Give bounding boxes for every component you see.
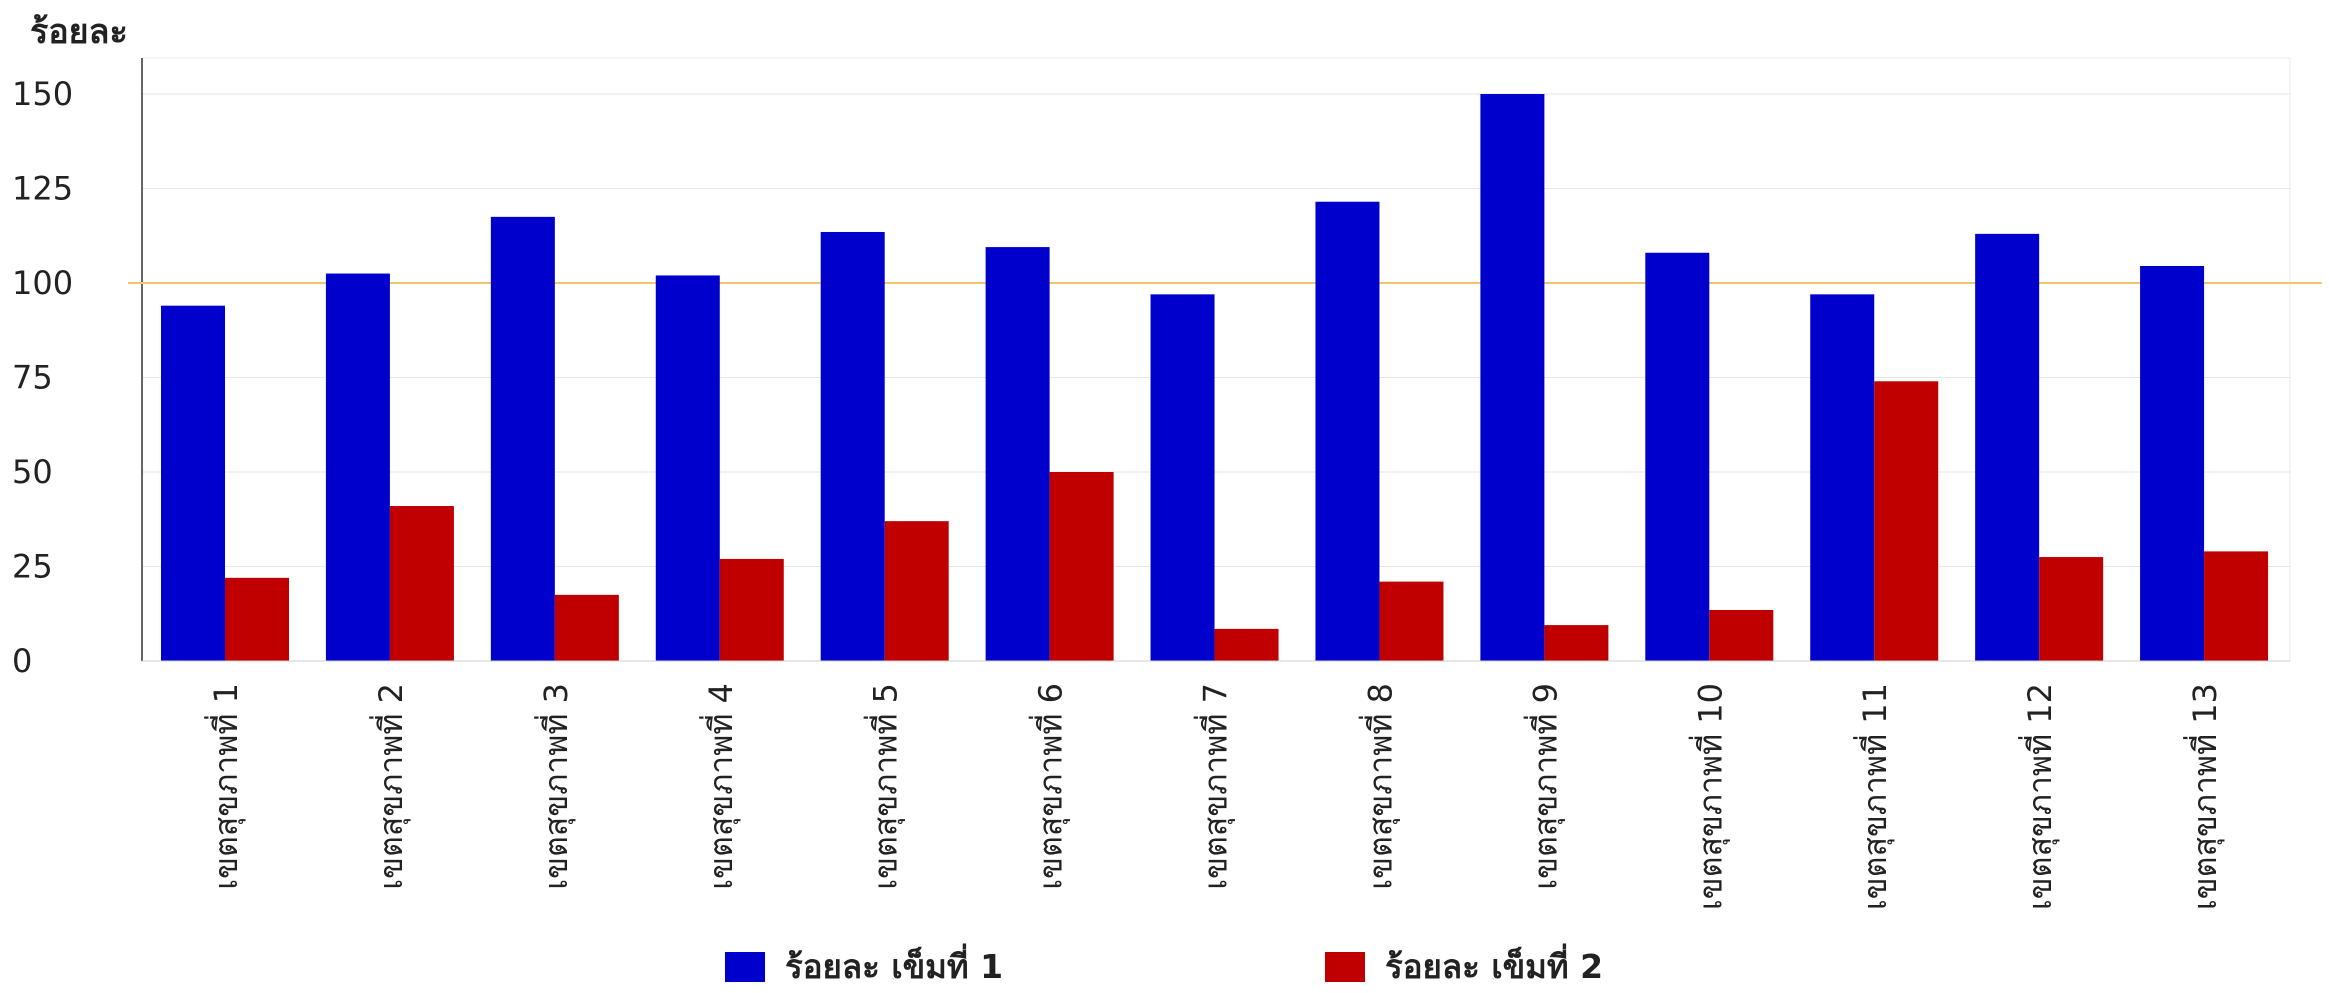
x-tick-label: เขตสุขภาพที่ 12 bbox=[2018, 683, 2060, 910]
bar-dose-2 bbox=[2204, 551, 2269, 661]
x-tick-label: เขตสุขภาพที่ 11 bbox=[1853, 683, 1895, 910]
legend-swatch-dose-2 bbox=[1325, 951, 1365, 982]
x-tick-label: เขตสุขภาพที่ 2 bbox=[369, 683, 411, 890]
y-tick-label: 125 bbox=[12, 170, 73, 208]
bar-dose-1 bbox=[1480, 94, 1545, 661]
bar-dose-1 bbox=[1975, 233, 2040, 662]
bar-dose-2 bbox=[389, 506, 454, 661]
x-tick-label: เขตสุขภาพที่ 13 bbox=[2183, 683, 2225, 910]
bar-dose-1 bbox=[1810, 294, 1875, 661]
y-tick-label: 75 bbox=[12, 359, 53, 397]
x-tick-label: เขตสุขภาพที่ 10 bbox=[1688, 683, 1730, 910]
plot-frame bbox=[141, 57, 2291, 662]
bar-dose-1 bbox=[1315, 201, 1380, 662]
bar-dose-2 bbox=[1379, 581, 1444, 661]
x-tick-label: เขตสุขภาพที่ 1 bbox=[204, 683, 246, 890]
bar-dose-1 bbox=[1150, 294, 1215, 661]
bar-dose-1 bbox=[985, 247, 1050, 661]
x-tick-label: เขตสุขภาพที่ 9 bbox=[1523, 683, 1565, 890]
legend-item-dose-2: ร้อยละ เข็มที่ 2 bbox=[1325, 940, 1603, 993]
y-tick-label: 100 bbox=[12, 264, 73, 302]
legend-label-dose-1: ร้อยละ เข็มที่ 1 bbox=[785, 947, 1004, 986]
bar-dose-2 bbox=[1049, 472, 1114, 661]
bar-dose-2 bbox=[554, 594, 619, 661]
legend-label-dose-2: ร้อยละ เข็มที่ 2 bbox=[1385, 947, 1604, 986]
legend-item-dose-1: ร้อยละ เข็มที่ 1 bbox=[725, 940, 1003, 993]
bar-dose-2 bbox=[225, 577, 289, 661]
y-tick-label: 25 bbox=[12, 548, 53, 586]
x-tick-label: เขตสุขภาพที่ 7 bbox=[1194, 683, 1236, 890]
bar-dose-2 bbox=[1709, 609, 1774, 661]
x-tick-label: เขตสุขภาพที่ 3 bbox=[534, 683, 576, 890]
bar-dose-1 bbox=[1645, 252, 1710, 661]
bar-dose-2 bbox=[719, 558, 784, 661]
bar-dose-2 bbox=[1874, 381, 1939, 661]
bar-dose-2 bbox=[2039, 557, 2104, 661]
bar-dose-1 bbox=[325, 273, 390, 661]
bar-dose-1 bbox=[490, 216, 555, 661]
y-tick-label: 150 bbox=[12, 75, 73, 113]
x-tick-label: เขตสุขภาพที่ 8 bbox=[1358, 683, 1400, 890]
legend: ร้อยละ เข็มที่ 1 ร้อยละ เข็มที่ 2 bbox=[0, 940, 2329, 986]
bar-dose-2 bbox=[1214, 628, 1279, 661]
legend-swatch-dose-1 bbox=[725, 951, 765, 982]
y-axis-label: ร้อยละ bbox=[30, 12, 128, 52]
x-tick-label: เขตสุขภาพที่ 5 bbox=[864, 683, 906, 890]
bar-dose-1 bbox=[820, 231, 885, 661]
y-tick-label: 0 bbox=[12, 642, 32, 680]
x-tick-label: เขตสุขภาพที่ 4 bbox=[699, 683, 741, 890]
bar-dose-1 bbox=[2140, 265, 2205, 661]
bar-dose-1 bbox=[161, 305, 225, 661]
bar-dose-2 bbox=[884, 521, 949, 661]
y-tick-label: 50 bbox=[12, 453, 53, 491]
bar-dose-1 bbox=[655, 275, 720, 661]
x-tick-label: เขตสุขภาพที่ 6 bbox=[1029, 683, 1071, 890]
bar-dose-2 bbox=[1544, 625, 1609, 661]
